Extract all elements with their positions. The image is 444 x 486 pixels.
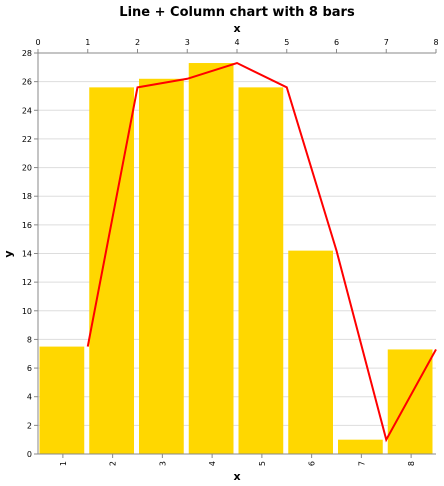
y-tick-label: 12 (22, 278, 32, 287)
bar (238, 87, 284, 454)
y-tick-label: 24 (22, 106, 32, 115)
category-label: 1 (59, 461, 68, 466)
top-tick-label: 0 (35, 38, 40, 47)
top-tick-label: 5 (284, 38, 289, 47)
y-tick-label: 18 (22, 192, 32, 201)
y-tick-label: 0 (27, 450, 32, 459)
y-tick-label: 2 (27, 421, 32, 430)
bar (39, 346, 85, 454)
top-tick-label: 2 (135, 38, 140, 47)
line-series-path (86, 61, 437, 443)
y-tick-label: 8 (27, 335, 32, 344)
chart-title: Line + Column chart with 8 bars (119, 5, 355, 20)
top-tick-label: 4 (234, 38, 239, 47)
category-label: 4 (208, 461, 217, 466)
top-axis-title: x (233, 22, 240, 35)
y-tick-label: 14 (22, 250, 32, 259)
bar (139, 78, 184, 455)
y-tick-label: 26 (22, 78, 32, 87)
y-tick-label: 22 (22, 135, 32, 144)
top-tick-label: 3 (185, 38, 190, 47)
category-label: 5 (258, 461, 267, 466)
bar (288, 250, 333, 454)
y-tick-label: 10 (22, 307, 32, 316)
top-tick-label: 1 (85, 38, 90, 47)
category-label: 2 (109, 461, 118, 466)
category-label: 7 (357, 461, 366, 466)
y-tick-label: 4 (27, 393, 32, 402)
bar (188, 63, 234, 455)
bar (338, 439, 383, 454)
category-label: 3 (158, 461, 167, 466)
y-tick-label: 28 (22, 49, 32, 58)
y-tick-label: 16 (22, 221, 32, 230)
category-label: 8 (407, 461, 416, 466)
top-tick-label: 8 (433, 38, 438, 47)
category-label: 6 (308, 461, 317, 466)
line-series (86, 61, 437, 443)
y-tick-label: 20 (22, 164, 32, 173)
bar (387, 349, 433, 454)
y-axis-title: y (2, 250, 15, 257)
y-tick-label: 6 (27, 364, 32, 373)
bottom-axis-title: x (233, 470, 240, 483)
top-tick-label: 7 (384, 38, 389, 47)
bars (39, 63, 433, 455)
top-tick-label: 6 (334, 38, 339, 47)
